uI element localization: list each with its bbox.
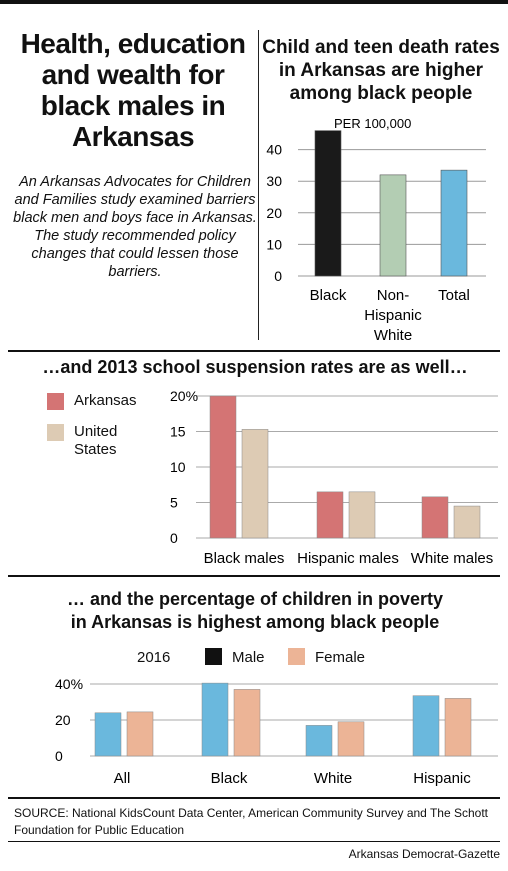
category-label: Black males [204, 550, 285, 567]
category-label: Non- [377, 287, 410, 304]
category-label: All [114, 770, 131, 787]
category-label: Hispanic [364, 307, 422, 324]
bar [126, 711, 154, 757]
death-rates-chart: PER 100,000 0 10 20 30 40 Black Non- Hispanic Whi… [266, 116, 486, 344]
category-label: White males [411, 550, 494, 567]
bar [314, 130, 342, 277]
death-rates-chart-title: Child and teen death rates in Arkansas a… [262, 37, 500, 104]
y-tick-label: 5 [170, 495, 178, 511]
category-label: White [374, 327, 412, 344]
y-tick-label: 0 [55, 748, 63, 764]
y-tick-label: 40 [266, 142, 282, 158]
bar [241, 429, 269, 539]
page-title: Health, education and wealth for black m… [20, 28, 246, 152]
poverty-chart: 0 20 40% All Black White Hispanic [55, 676, 498, 787]
unit-label: PER 100,000 [334, 116, 411, 131]
bar [348, 491, 376, 539]
bar [94, 712, 122, 757]
y-tick-label: 10 [266, 236, 282, 252]
legend-label-united-states: United States [74, 423, 118, 458]
bar [305, 725, 333, 757]
legend-year-label: 2016 [137, 649, 171, 666]
category-label: Hispanic [413, 770, 471, 787]
y-tick-label: 10 [170, 459, 186, 475]
y-tick-label: 30 [266, 173, 282, 189]
category-label: Black [310, 287, 347, 304]
legend-swatch-arkansas [47, 393, 64, 410]
y-tick-label: 0 [274, 268, 282, 284]
legend-label-arkansas: Arkansas [74, 392, 137, 409]
y-tick-label: 0 [170, 530, 178, 546]
bar [444, 698, 472, 757]
bar [233, 689, 261, 757]
suspension-chart-title: …and 2013 school suspension rates are as… [42, 357, 468, 377]
legend-swatch-male [205, 648, 222, 665]
category-label: Black [211, 770, 248, 787]
legend-label-female: Female [315, 649, 366, 666]
vertical-divider [258, 30, 259, 340]
bar [201, 682, 229, 757]
footer-rule [8, 841, 500, 842]
bar [209, 395, 237, 539]
bar [421, 496, 449, 539]
section-divider-1 [8, 350, 500, 352]
category-label: White [314, 770, 352, 787]
y-tick-label: 40% [55, 676, 83, 692]
bar [440, 169, 468, 277]
source-note: SOURCE: National KidsCount Data Center, … [14, 806, 488, 837]
legend-swatch-united-states [47, 424, 64, 441]
section-divider-3 [8, 797, 500, 799]
bar [316, 491, 344, 539]
y-tick-label: 20 [266, 205, 282, 221]
top-rule [0, 0, 508, 4]
section-divider-2 [8, 575, 500, 577]
poverty-chart-title: … and the percentage of children in pove… [66, 589, 444, 632]
category-label: Hispanic males [297, 550, 399, 567]
bar [412, 695, 440, 757]
intro-text: An Arkansas Advocates for Children and F… [13, 174, 257, 280]
bar [379, 174, 407, 277]
legend-label-male: Male [232, 649, 265, 666]
category-label: Total [438, 287, 470, 304]
bar [453, 505, 481, 539]
y-tick-label: 20 [55, 712, 71, 728]
publisher-credit: Arkansas Democrat-Gazette [348, 847, 500, 861]
bar [337, 721, 365, 757]
suspension-chart: 0 5 10 15 20% Black males Hispanic males White … [170, 388, 498, 567]
legend-swatch-female [288, 648, 305, 665]
y-tick-label: 20% [170, 388, 198, 404]
y-tick-label: 15 [170, 424, 186, 440]
